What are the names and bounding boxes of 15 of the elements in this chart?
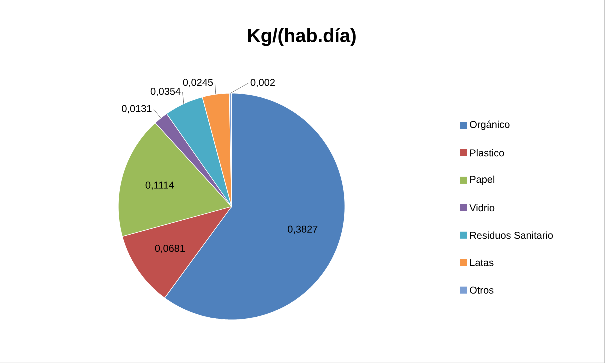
- legend-label: Otros: [470, 286, 494, 294]
- legend-label: Orgánico: [470, 120, 510, 130]
- data-label: 0,0131: [122, 105, 152, 114]
- data-label: 0,0245: [183, 78, 214, 88]
- data-label: 0,0354: [150, 88, 181, 96]
- legend-label: Papel: [470, 176, 495, 185]
- legend-label: Residuos Sanitario: [470, 232, 554, 239]
- data-label: 0,0681: [155, 244, 186, 254]
- legend-label: Vidrio: [470, 204, 495, 212]
- data-label: 0,002: [250, 78, 275, 88]
- legend-label: Plastico: [470, 149, 504, 156]
- legend-label: Latas: [470, 259, 494, 266]
- data-label: 0,1114: [146, 182, 174, 190]
- chart-title: Kg/(hab.día): [248, 28, 356, 46]
- data-label: 0,3827: [288, 226, 318, 234]
